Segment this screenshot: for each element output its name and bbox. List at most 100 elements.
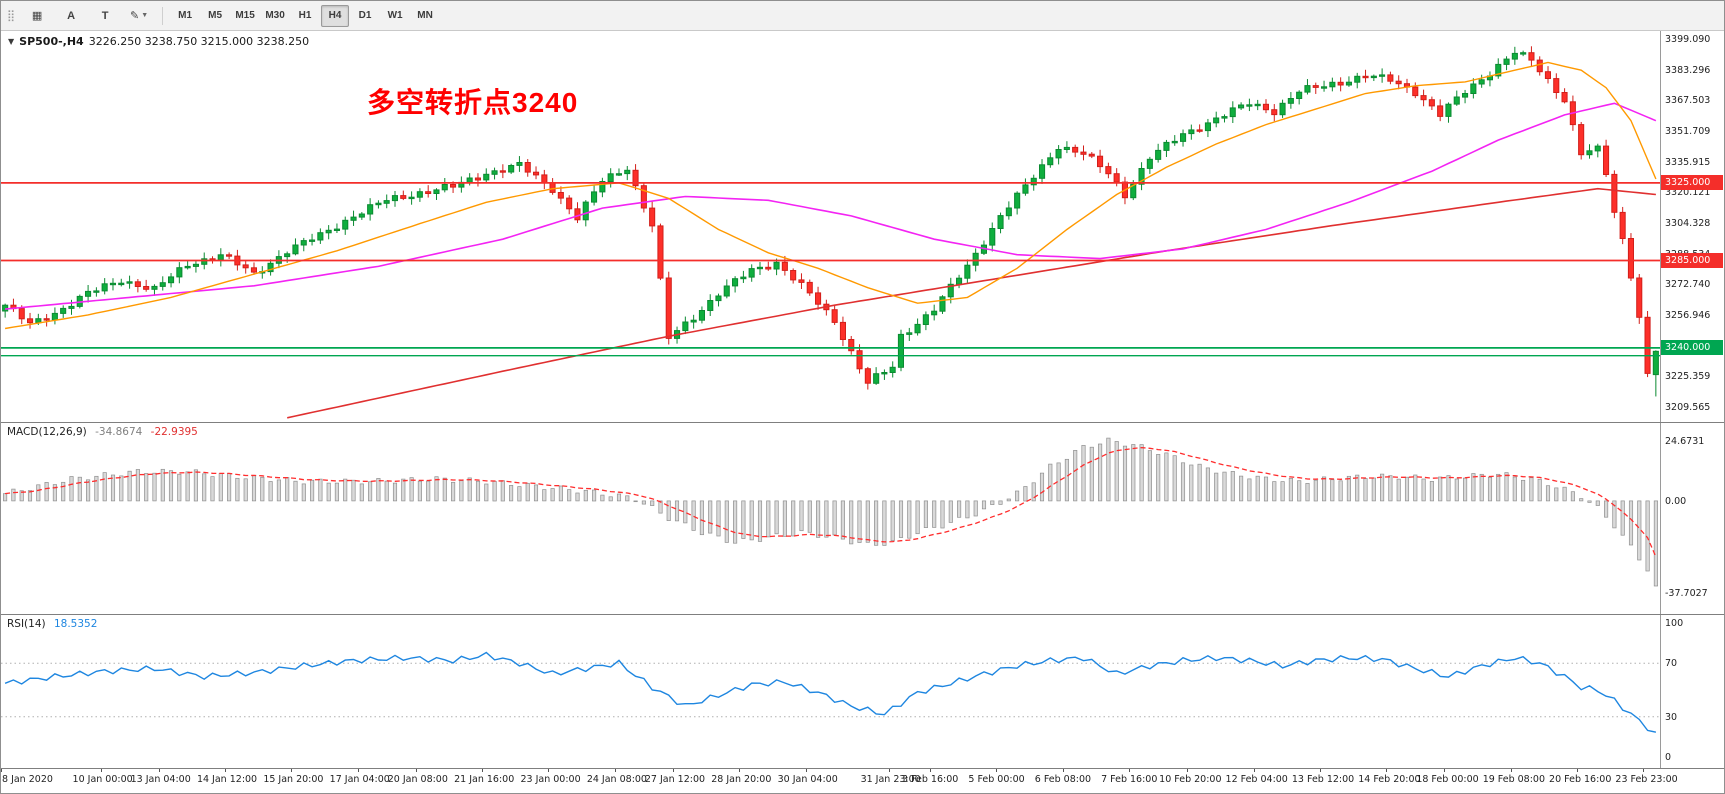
- time-tick-mark: [888, 769, 890, 772]
- time-tick-label: 5 Feb 00:00: [968, 774, 1025, 785]
- price-panel[interactable]: ▼ SP500-,H4 3226.250 3238.750 3215.000 3…: [1, 31, 1724, 423]
- price-tick-label: 3304.328: [1665, 217, 1711, 229]
- time-tick-mark: [224, 769, 226, 772]
- macd-axis[interactable]: 24.6731 0.00 -37.7027: [1660, 423, 1724, 614]
- rsi-panel[interactable]: RSI(14) 18.5352 100 70 30 0: [1, 615, 1724, 769]
- timeframe-button-m30[interactable]: M30: [265, 10, 285, 21]
- macd-main-value: -34.8674: [95, 426, 143, 438]
- rsi-tick-label: 70: [1665, 658, 1678, 670]
- rsi-value: 18.5352: [53, 618, 98, 630]
- symbol-period-label: SP500-,H4: [19, 35, 84, 48]
- text-tool-button[interactable]: T: [101, 9, 109, 22]
- time-tick-label: 30 Jan 04:00: [777, 774, 838, 785]
- price-level-badge: 3240.000: [1661, 340, 1723, 356]
- price-tick-label: 3272.740: [1665, 279, 1711, 291]
- grid-icon[interactable]: ▦: [31, 10, 43, 22]
- timeframe-button-h4[interactable]: H4: [321, 4, 350, 27]
- macd-tick-label: 0.00: [1665, 495, 1687, 507]
- timeframe-button-h1[interactable]: H1: [298, 10, 312, 21]
- time-tick-label: 31 Jan 23:00: [860, 774, 921, 785]
- price-tick-label: 3320.121: [1665, 187, 1711, 199]
- time-tick-label: 27 Jan 12:00: [644, 774, 706, 785]
- time-axis[interactable]: 8 Jan 2020 10 Jan 00:00 13 Jan 04:00 14 Jan…: [1, 769, 1724, 793]
- time-tick-label: 19 Feb 08:00: [1482, 774, 1546, 785]
- timeframe-button-m1[interactable]: M1: [178, 10, 193, 21]
- macd-signal-line: [5, 446, 1657, 558]
- time-tick-mark: [291, 769, 293, 772]
- macd-tick-label: -37.7027: [1665, 587, 1708, 599]
- time-tick-mark: [930, 769, 932, 772]
- timeframe-group: M1 M5 M15 M30 H1 H4 D1 W1 MN: [170, 4, 440, 27]
- time-tick-label: 17 Jan 04:00: [329, 774, 390, 785]
- macd-header: MACD(12,26,9) -34.8674 -22.9395: [7, 426, 198, 438]
- rsi-tick-label: 30: [1665, 711, 1678, 723]
- toolbar-separator: [162, 6, 164, 25]
- timeframe-button-w1[interactable]: W1: [387, 10, 403, 21]
- price-level-badge: 3285.000: [1661, 253, 1723, 269]
- time-tick-label: 24 Jan 08:00: [586, 774, 647, 785]
- timeframe-button-m15[interactable]: M15: [235, 10, 255, 21]
- time-tick-mark: [1577, 769, 1579, 772]
- time-tick-mark: [1386, 769, 1388, 772]
- time-tick-mark: [482, 769, 484, 772]
- rsi-pane-svg[interactable]: [1, 615, 1660, 769]
- rsi-tick-label: 100: [1665, 618, 1684, 629]
- price-pane-svg[interactable]: [1, 31, 1660, 423]
- time-tick-label: 3 Feb 16:00: [902, 774, 959, 785]
- time-tick-label: 20 Feb 16:00: [1549, 774, 1612, 785]
- time-tick-mark: [996, 769, 998, 772]
- chart-menu-icon[interactable]: ▼: [8, 37, 15, 46]
- time-tick-mark: [357, 769, 359, 772]
- price-tick-label: 3367.503: [1665, 95, 1711, 107]
- main-toolbar: ⣿ ▦ A T ✎ ▼ M1 M5 M15 M30 H1 H4 D1 W1 MN: [1, 1, 1724, 31]
- time-tick-mark: [739, 769, 741, 772]
- time-tick-mark: [1, 769, 2, 772]
- rsi-line: [4, 651, 1657, 733]
- rsi-header: RSI(14) 18.5352: [7, 618, 97, 630]
- time-tick-mark: [1643, 769, 1645, 772]
- chevron-down-icon: ▼: [141, 12, 149, 19]
- time-tick-label: 12 Feb 04:00: [1225, 774, 1288, 785]
- macd-histogram-group: [3, 437, 1658, 587]
- timeframe-button-d1[interactable]: D1: [358, 10, 372, 21]
- draw-tools-dropdown[interactable]: ✎ ▼: [123, 4, 155, 28]
- ma-mid-line: [5, 102, 1657, 310]
- chart-annotation-text[interactable]: 多空转折点3240: [367, 87, 579, 118]
- time-tick-label: 15 Jan 20:00: [263, 774, 324, 785]
- macd-pane-svg[interactable]: [1, 423, 1660, 615]
- cursor-tool-button[interactable]: A: [67, 9, 76, 22]
- symbol-header[interactable]: ▼ SP500-,H4 3226.250 3238.750 3215.000 3…: [8, 35, 309, 48]
- rsi-tick-label: 0: [1665, 752, 1672, 763]
- time-tick-label: 8 Jan 2020: [2, 774, 53, 785]
- time-tick-label: 14 Jan 12:00: [196, 774, 258, 785]
- timeframe-button-m5[interactable]: M5: [208, 10, 223, 21]
- pencil-icon: ✎: [129, 10, 140, 22]
- price-tick-label: 3351.709: [1665, 125, 1711, 137]
- time-tick-label: 18 Feb 00:00: [1416, 774, 1479, 785]
- price-axis[interactable]: 3399.090 3383.296 3367.503 3351.709 3335.915…: [1660, 31, 1724, 422]
- time-tick-label: 23 Feb 23:00: [1615, 774, 1678, 785]
- time-tick-mark: [415, 769, 417, 772]
- time-tick-mark: [100, 769, 102, 772]
- ma-slow-line: [287, 187, 1656, 419]
- time-tick-label: 10 Jan 00:00: [72, 774, 133, 785]
- ohlc-values: 3226.250 3238.750 3215.000 3238.250: [88, 35, 310, 48]
- rsi-axis[interactable]: 100 70 30 0: [1660, 615, 1724, 768]
- macd-panel[interactable]: MACD(12,26,9) -34.8674 -22.9395 24.6731 0…: [1, 423, 1724, 615]
- chart-body: ▼ SP500-,H4 3226.250 3238.750 3215.000 3…: [1, 31, 1724, 793]
- time-tick-label: 13 Jan 04:00: [130, 774, 191, 785]
- time-tick-label: 10 Feb 20:00: [1159, 774, 1222, 785]
- candles-group: [2, 46, 1659, 397]
- time-tick-label: 21 Jan 16:00: [454, 774, 515, 785]
- price-tick-label: 3209.565: [1665, 402, 1711, 413]
- timeframe-button-mn[interactable]: MN: [417, 10, 433, 21]
- price-tick-label: 3225.359: [1665, 371, 1711, 383]
- time-tick-label: 28 Jan 20:00: [711, 774, 772, 785]
- toolbar-grip-icon[interactable]: ⣿: [7, 10, 16, 22]
- time-tick-label: 6 Feb 08:00: [1034, 774, 1092, 785]
- price-level-badge: 3325.000: [1661, 175, 1723, 191]
- time-tick-mark: [1253, 769, 1255, 772]
- time-tick-mark: [1187, 769, 1189, 772]
- price-tick-label: 3256.946: [1665, 310, 1711, 321]
- ma-fast-line: [4, 61, 1657, 330]
